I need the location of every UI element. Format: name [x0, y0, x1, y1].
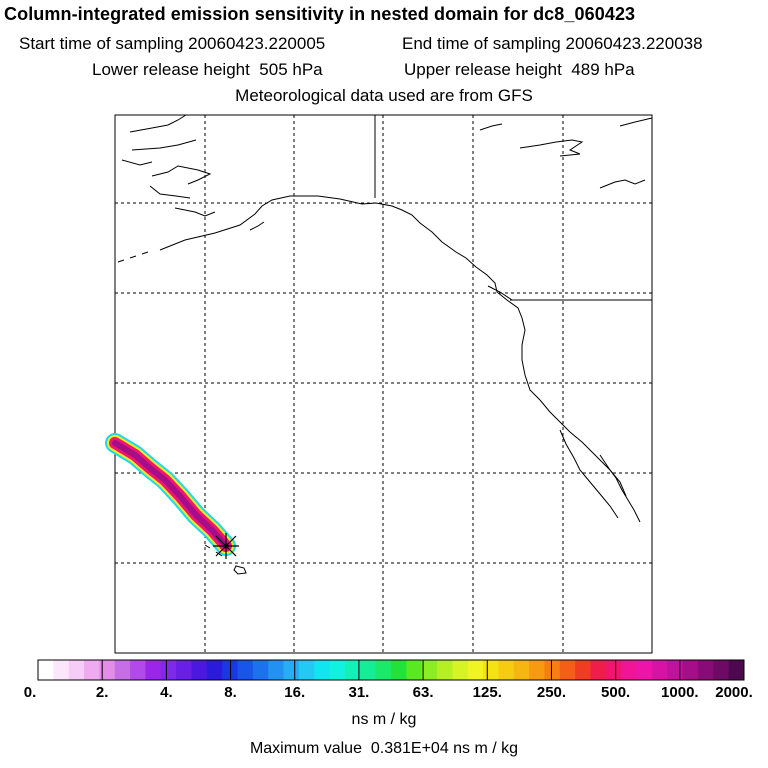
colorbar-cell: [697, 660, 714, 680]
colorbar-tick-label: 1000.: [661, 684, 699, 701]
sampling-end: End time of sampling 20060423.220038: [402, 34, 703, 54]
lower-release-height: Lower release height 505 hPa: [92, 60, 323, 80]
colorbar-tick-label: 2.: [95, 684, 109, 701]
colorbar-tick-label: 16.: [284, 684, 306, 701]
start-value: 20060423.220005: [188, 34, 326, 53]
colorbar-cell: [84, 660, 100, 680]
colorbar-cell: [467, 660, 484, 680]
colorbar-cell: [237, 660, 254, 680]
colorbar-tick-label: 125.: [472, 684, 502, 701]
colorbar-cell: [590, 660, 607, 680]
max-label: Maximum value: [249, 740, 362, 757]
political-boundaries: [374, 115, 652, 301]
colorbar-cell: [53, 660, 70, 680]
met-data-note: Meteorological data used are from GFS: [235, 86, 533, 105]
colorbar-tick-label: 8.: [224, 684, 237, 701]
colorbar-cell: [483, 660, 499, 680]
colorbar-cell: [605, 660, 622, 680]
hawaii-islands: [204, 544, 247, 575]
colorbar-cell: [559, 660, 576, 680]
colorbar-tick-label: 4.: [160, 684, 173, 701]
colorbar-cell: [176, 660, 192, 680]
colorbar-tick-label: 63.: [412, 684, 434, 701]
colorbar-cell: [145, 660, 162, 680]
colorbar-cell: [314, 660, 331, 680]
sampling-start: Start time of sampling 20060423.220005: [19, 34, 325, 54]
lower-value: 505 hPa: [259, 60, 323, 79]
colorbar-tick-label: 0.: [23, 684, 37, 701]
colorbar-cell: [651, 660, 668, 680]
colorbar-tick-label: 500.: [601, 684, 631, 701]
colorbar-cell: [375, 660, 392, 680]
colorbar-cell: [99, 660, 116, 680]
colorbar-units: ns m / kg: [351, 711, 417, 728]
upper-label: Upper release height: [404, 60, 562, 79]
colorbar-cell: [406, 660, 423, 680]
colorbar-cell: [713, 660, 730, 680]
colorbar-cell: [268, 660, 285, 680]
colorbar-cell: [544, 660, 561, 680]
colorbar-cell: [728, 660, 745, 680]
lower-label: Lower release height: [92, 60, 250, 79]
colorbar-major-ticks: [37, 660, 745, 680]
colorbar-cell: [437, 660, 453, 680]
upper-value: 489 hPa: [571, 60, 635, 79]
map-panel: [105, 114, 653, 654]
colorbar-cell: [513, 660, 530, 680]
colorbar-cell: [498, 660, 515, 680]
max-value: 0.381E+04 ns m / kg: [370, 740, 519, 757]
colorbar-cell: [298, 660, 315, 680]
colorbar-cell: [360, 660, 377, 680]
colorbar-cell: [206, 660, 223, 680]
upper-release-height: Upper release height 489 hPa: [404, 60, 635, 80]
colorbar-cell: [38, 660, 54, 680]
maximum-value: Maximum value 0.381E+04 ns m / kg: [0, 740, 768, 758]
emission-sensitivity-plume: [105, 433, 236, 556]
colorbar-cell: [160, 660, 177, 680]
colorbar-cell: [636, 660, 653, 680]
start-label: Start time of sampling: [19, 34, 184, 53]
end-value: 20060423.220038: [565, 34, 703, 53]
coastlines: [117, 114, 653, 523]
map-title: Column-integrated emission sensitivity i…: [4, 4, 636, 24]
colorbar-cell: [529, 660, 545, 680]
colorbar-cell: [68, 660, 85, 680]
colorbar-cell: [575, 660, 592, 680]
colorbar-cell: [621, 660, 638, 680]
colorbar-cell: [667, 660, 684, 680]
colorbar-cell: [130, 660, 146, 680]
colorbar-cell: [682, 660, 699, 680]
colorbar-cell: [329, 660, 346, 680]
colorbar-cell: [114, 660, 131, 680]
colorbar-cells: [37, 659, 745, 681]
colorbar-cell: [344, 660, 361, 680]
colorbar-tick-label: 31.: [348, 684, 370, 701]
colorbar-cell: [421, 660, 438, 680]
colorbar-cell: [391, 660, 407, 680]
colorbar-cell: [283, 660, 300, 680]
colorbar-tick-label: 2000.: [715, 684, 753, 701]
colorbar-cell: [452, 660, 469, 680]
colorbar-cell: [252, 660, 269, 680]
colorbar-tick-label: 250.: [536, 684, 567, 701]
release-location-icon: [213, 533, 239, 559]
colorbar-cell: [191, 660, 208, 680]
end-label: End time of sampling: [402, 34, 561, 53]
